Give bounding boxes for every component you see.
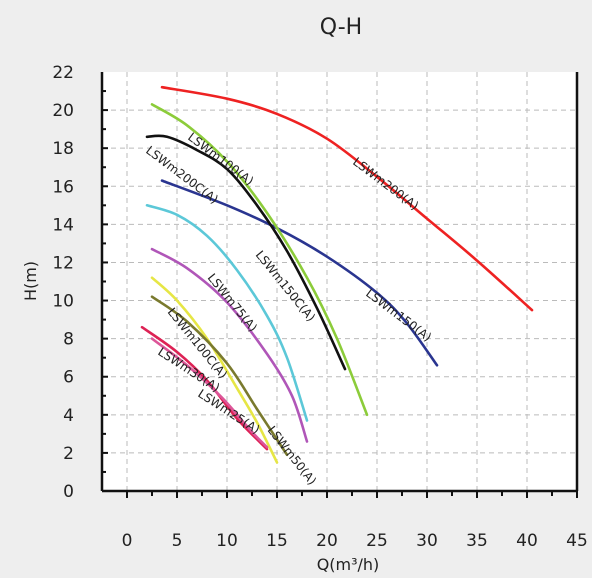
series-line-lswm200-a	[160, 85, 534, 312]
y-tick-label: 10	[52, 292, 74, 312]
y-tick-label: 14	[52, 215, 74, 235]
plot-area	[102, 72, 577, 491]
series-line-lswm150c-a	[145, 204, 309, 422]
series-line-lswm200c-a	[145, 134, 347, 371]
y-tick-label: 18	[52, 139, 74, 159]
series-line-lswm25-a	[150, 337, 269, 449]
series-line-lswm50-a	[150, 295, 289, 457]
x-tick-label: 20	[316, 531, 338, 551]
y-tick-label: 16	[52, 177, 74, 197]
y-tick-label: 20	[52, 101, 74, 121]
x-tick-label: 5	[172, 531, 183, 551]
axes	[100, 72, 579, 498]
y-tick-label: 22	[52, 63, 74, 83]
y-tick-label: 0	[63, 482, 74, 502]
x-tick-label: 35	[466, 531, 488, 551]
curves	[140, 85, 534, 464]
grid-lines	[102, 72, 577, 491]
y-axis-label: H(m)	[21, 261, 40, 301]
y-tick-label: 6	[63, 368, 74, 388]
series-line-lswm75-a	[150, 247, 309, 443]
series-line-lswm100-a	[150, 103, 369, 417]
y-tick-label: 8	[63, 330, 74, 350]
series-line-lswm100c-a	[150, 276, 279, 464]
series-line-lswm150-a	[160, 179, 439, 367]
y-tick-label: 2	[63, 444, 74, 464]
x-tick-label: 10	[216, 531, 238, 551]
x-tick-label: 25	[366, 531, 388, 551]
chart-title: Q-H	[320, 15, 362, 40]
x-tick-label: 45	[566, 531, 588, 551]
x-tick-label: 0	[122, 531, 133, 551]
y-tick-label: 12	[52, 253, 74, 273]
y-tick-label: 4	[63, 406, 74, 426]
x-axis-label: Q(m³/h)	[317, 555, 380, 574]
x-tick-label: 15	[266, 531, 288, 551]
x-tick-label: 30	[416, 531, 438, 551]
series-line-lswm30-a	[140, 325, 269, 451]
tick-labels: 0 5 10 15 20 25 30 35 40 45 0 2 4 6 8 10 12 14 16 18 20 22	[52, 63, 587, 551]
x-tick-label: 40	[516, 531, 538, 551]
